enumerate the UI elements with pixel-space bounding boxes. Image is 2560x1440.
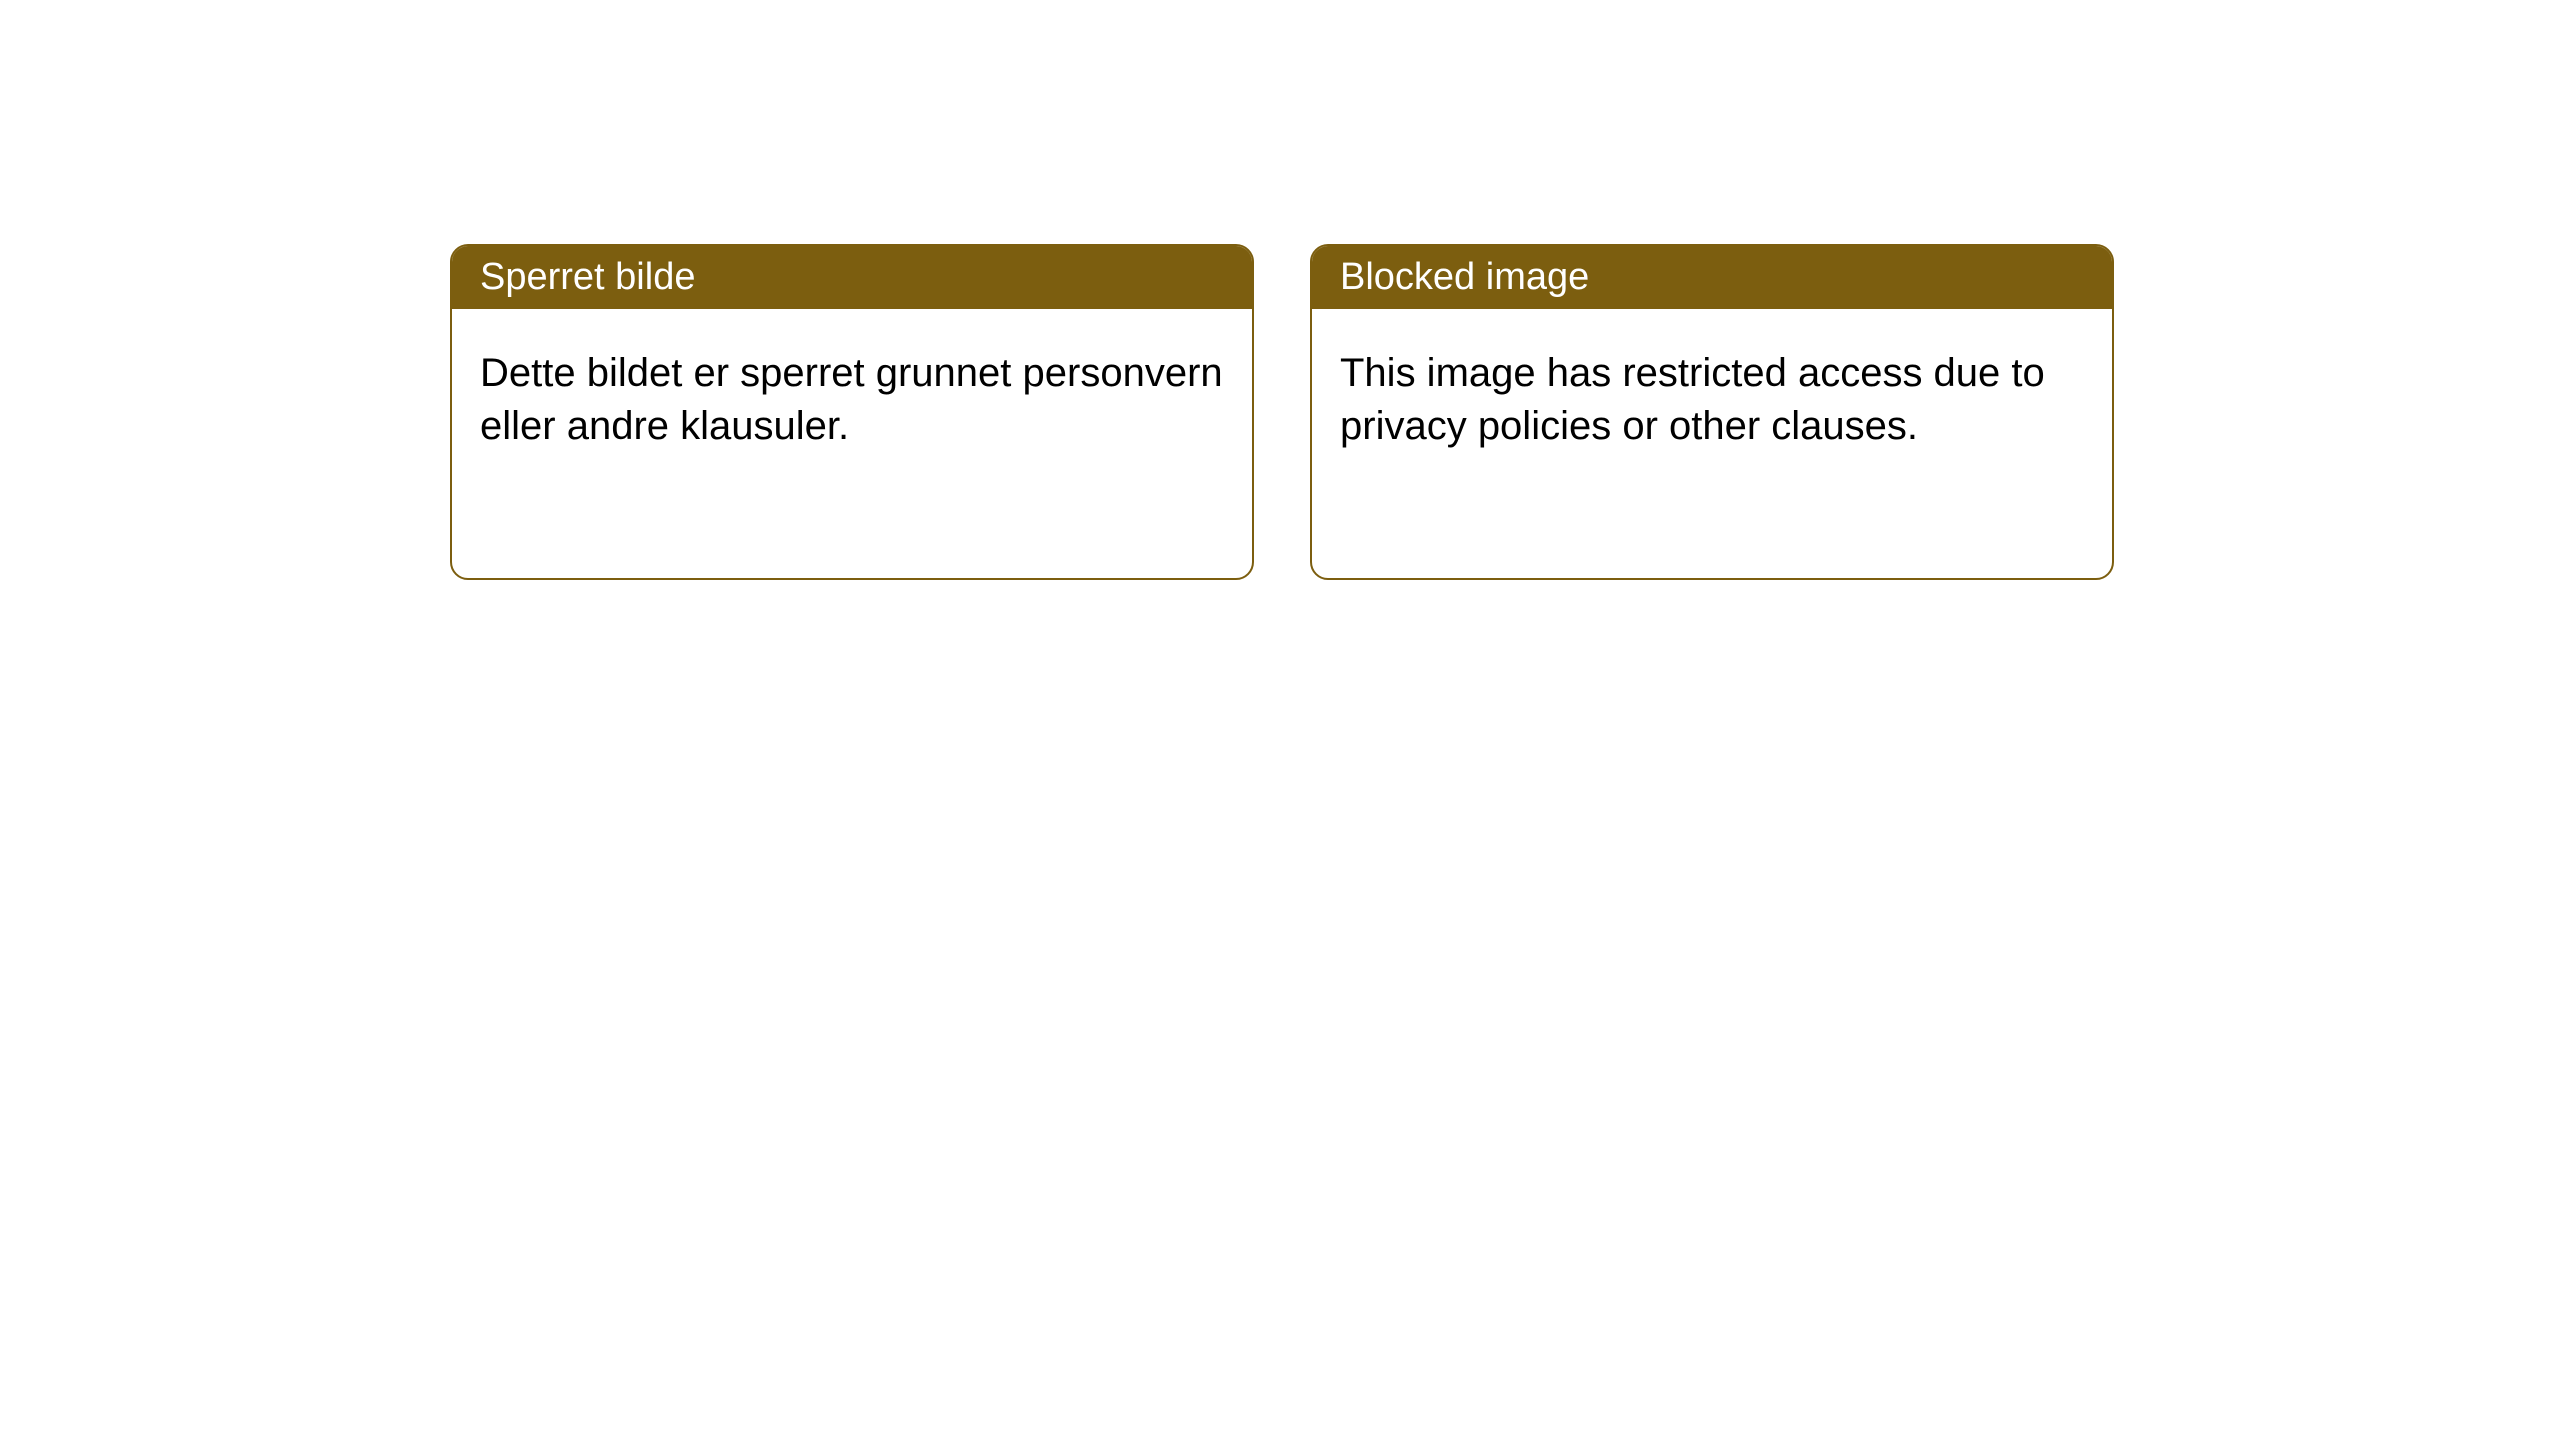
notice-header: Blocked image [1312, 246, 2112, 309]
notice-body-text: This image has restricted access due to … [1340, 351, 2045, 448]
notice-header: Sperret bilde [452, 246, 1252, 309]
notice-title: Sperret bilde [480, 256, 695, 298]
notice-body: Dette bildet er sperret grunnet personve… [452, 309, 1252, 491]
notice-card-norwegian: Sperret bilde Dette bildet er sperret gr… [450, 244, 1254, 580]
notice-body-text: Dette bildet er sperret grunnet personve… [480, 351, 1223, 448]
notice-body: This image has restricted access due to … [1312, 309, 2112, 491]
notice-card-english: Blocked image This image has restricted … [1310, 244, 2114, 580]
notice-title: Blocked image [1340, 256, 1589, 298]
notice-container: Sperret bilde Dette bildet er sperret gr… [450, 244, 2114, 580]
